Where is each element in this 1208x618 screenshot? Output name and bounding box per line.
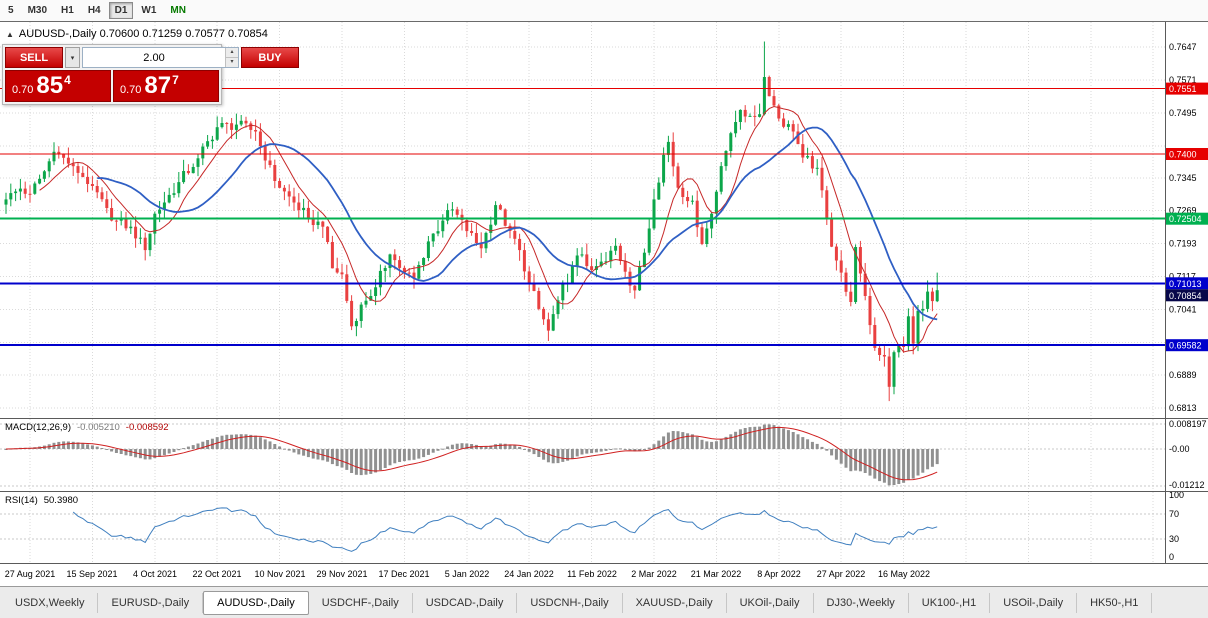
macd-label: MACD(12,26,9) -0.005210 -0.008592 (5, 422, 169, 433)
tab-ukoil-daily[interactable]: UKOil-,Daily (727, 592, 814, 613)
timeframe-d1[interactable]: D1 (108, 2, 134, 19)
chart-title: ▲ AUDUSD-,Daily 0.70600 0.71259 0.70577 … (6, 28, 268, 40)
svg-text:0: 0 (1169, 552, 1174, 562)
svg-text:0.7193: 0.7193 (1169, 239, 1197, 249)
date-label: 24 Jan 2022 (504, 569, 554, 579)
buy-price-big: 87 (144, 72, 172, 99)
one-click-trading-panel: SELL ▾ ▴ ▾ BUY 0.70 85 4 0.7 (2, 44, 299, 105)
date-label: 27 Apr 2022 (816, 569, 866, 579)
svg-text:0.008197: 0.008197 (1169, 419, 1207, 429)
macd-value-signal: -0.008592 (125, 422, 169, 433)
tab-usdchf-daily[interactable]: USDCHF-,Daily (309, 592, 413, 613)
macd-canvas[interactable]: 0.008197 -0.00 -0.01212 (0, 419, 1208, 491)
chart-title-text: AUDUSD-,Daily 0.70600 0.71259 0.70577 0.… (18, 28, 268, 40)
timeframe-buttons: 5 M30 H1 H4 D1 W1 MN (0, 0, 192, 21)
collapse-triangle-icon[interactable]: ▲ (6, 29, 14, 39)
svg-text:0.7400: 0.7400 (1169, 150, 1197, 160)
chevron-down-icon: ▾ (70, 54, 75, 62)
tab-usdcnh-daily[interactable]: USDCNH-,Daily (517, 592, 623, 613)
svg-text:0.7345: 0.7345 (1169, 173, 1197, 183)
sell-price-box[interactable]: 0.70 85 4 (5, 70, 111, 102)
tab-hk50-h1[interactable]: HK50-,H1 (1077, 592, 1153, 613)
tab-eurusd-daily[interactable]: EURUSD-,Daily (98, 592, 204, 613)
buy-price-prefix: 0.70 (120, 84, 142, 96)
svg-text:0.72504: 0.72504 (1169, 214, 1202, 224)
tab-usoil-daily[interactable]: USOil-,Daily (990, 592, 1078, 613)
timeframe-h1[interactable]: H1 (61, 5, 74, 16)
svg-text:30: 30 (1169, 534, 1179, 544)
sell-button[interactable]: SELL (5, 47, 63, 68)
date-label: 4 Oct 2021 (132, 569, 178, 579)
date-label: 22 Oct 2021 (192, 569, 242, 579)
svg-text:-0.01212: -0.01212 (1169, 480, 1205, 490)
buy-price-box[interactable]: 0.70 87 7 (113, 70, 219, 102)
date-label: 17 Dec 2021 (378, 569, 430, 579)
svg-text:0.7571: 0.7571 (1169, 75, 1197, 85)
date-label: 21 Mar 2022 (690, 569, 742, 579)
volume-decrement-button[interactable]: ▾ (226, 58, 238, 67)
sell-price-prefix: 0.70 (12, 84, 34, 96)
rsi-value: 50.3980 (43, 495, 79, 506)
timeframe-mn[interactable]: MN (170, 5, 186, 16)
price-chart-panel: 0.7647 0.7571 0.7495 0.7345 0.7269 0.7193 0.71… (0, 22, 1208, 418)
timeframe-h4[interactable]: H4 (87, 5, 101, 16)
date-label: 16 May 2022 (877, 569, 931, 579)
price-chart-canvas[interactable]: 0.7647 0.7571 0.7495 0.7345 0.7269 0.7193 0.71… (0, 22, 1208, 418)
date-label: 15 Sep 2021 (66, 569, 118, 579)
svg-text:0.7117: 0.7117 (1169, 272, 1196, 282)
tab-uk100-h1[interactable]: UK100-,H1 (909, 592, 991, 613)
timeframe-m30[interactable]: M30 (27, 5, 48, 16)
chart-tabs-bar: USDX,Weekly EURUSD-,Daily AUDUSD-,Daily USD… (0, 586, 1208, 618)
tab-xauusd-daily[interactable]: XAUUSD-,Daily (623, 592, 727, 613)
volume-input-group: ▴ ▾ (82, 47, 239, 68)
tab-usdx-weekly[interactable]: USDX,Weekly (2, 592, 99, 613)
date-axis: 27 Aug 2021 15 Sep 2021 4 Oct 2021 22 Oct 2… (0, 563, 1208, 586)
rsi-label: RSI(14) 50.3980 (5, 495, 78, 506)
svg-text:0.6813: 0.6813 (1169, 403, 1197, 413)
timeframe-toolbar: 5 M30 H1 H4 D1 W1 MN (0, 0, 1208, 22)
svg-text:0.69582: 0.69582 (1169, 341, 1202, 351)
svg-text:0.7269: 0.7269 (1169, 206, 1197, 216)
svg-text:100: 100 (1169, 492, 1184, 500)
svg-text:0.70854: 0.70854 (1169, 291, 1202, 301)
macd-name: MACD(12,26,9) (5, 422, 71, 433)
rsi-panel: 100 70 30 0 RSI(14) 50.3980 (0, 491, 1208, 563)
svg-text:0.6889: 0.6889 (1169, 370, 1197, 380)
svg-text:0.7647: 0.7647 (1169, 42, 1197, 52)
date-label: 27 Aug 2021 (4, 569, 56, 579)
date-label: 10 Nov 2021 (254, 569, 306, 579)
sell-price-big: 85 (36, 72, 64, 99)
timeframe-w1[interactable]: W1 (141, 5, 157, 16)
date-label: 29 Nov 2021 (316, 569, 368, 579)
macd-panel: 0.008197 -0.00 -0.01212 MACD(12,26,9) -0.0… (0, 418, 1208, 491)
date-label: 2 Mar 2022 (631, 569, 677, 579)
volume-input[interactable] (83, 48, 225, 67)
date-label: 11 Feb 2022 (567, 569, 617, 579)
sell-price-pip: 4 (64, 73, 71, 87)
svg-text:-0.00: -0.00 (1169, 444, 1190, 454)
svg-text:0.7495: 0.7495 (1169, 108, 1197, 118)
macd-value-main: -0.005210 (77, 422, 120, 433)
timeframe-5[interactable]: 5 (8, 5, 14, 16)
rsi-canvas[interactable]: 100 70 30 0 (0, 492, 1208, 563)
volume-increment-button[interactable]: ▴ (226, 48, 238, 58)
buy-button[interactable]: BUY (241, 47, 299, 68)
svg-text:70: 70 (1169, 509, 1179, 519)
svg-text:0.71013: 0.71013 (1169, 279, 1202, 289)
tab-dj30-weekly[interactable]: DJ30-,Weekly (814, 592, 909, 613)
order-type-dropdown[interactable]: ▾ (65, 47, 80, 68)
date-label: 8 Apr 2022 (757, 569, 801, 579)
buy-price-pip: 7 (172, 73, 179, 87)
tab-audusd-daily[interactable]: AUDUSD-,Daily (203, 590, 309, 615)
svg-text:0.7041: 0.7041 (1169, 304, 1197, 314)
tab-usdcad-daily[interactable]: USDCAD-,Daily (413, 592, 518, 613)
date-label: 5 Jan 2022 (444, 569, 490, 579)
rsi-name: RSI(14) (5, 495, 38, 506)
svg-text:0.7551: 0.7551 (1169, 84, 1197, 94)
volume-spinner: ▴ ▾ (225, 48, 238, 67)
